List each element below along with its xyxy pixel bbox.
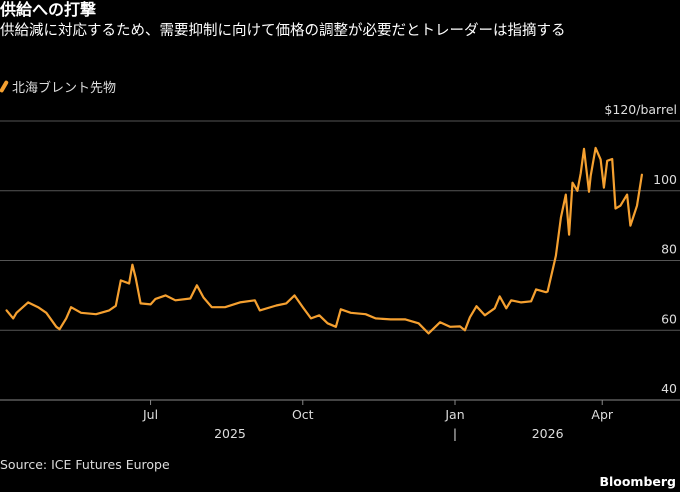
y-tick-label: 40 [661,381,677,396]
bloomberg-logo: Bloomberg [599,474,676,489]
x-tick-label: Apr [591,407,613,422]
y-tick-label: 100 [653,172,677,187]
chart-title: 供給への打撃 [0,0,97,19]
x-tick-label: Jan [444,407,464,422]
year-label: 2026 [532,426,564,441]
brent-futures-line [5,146,644,335]
legend: 北海ブレント先物 [0,77,117,96]
chart-subtitle: 供給減に対応するため、需要抑制に向けて価格の調整が必要だとトレーダーは指摘する [0,23,566,39]
x-tick-label: Jul [142,407,158,422]
y-tick-label: $120/barrel [604,102,677,117]
source-note: Source: ICE Futures Europe [0,457,170,472]
x-tick-label: Oct [292,407,314,422]
y-tick-label: 80 [661,242,677,257]
legend-label: 北海ブレント先物 [12,81,117,96]
year-separator: | [453,426,457,441]
y-tick-label: 60 [661,311,677,326]
year-label: 2025 [214,426,246,441]
